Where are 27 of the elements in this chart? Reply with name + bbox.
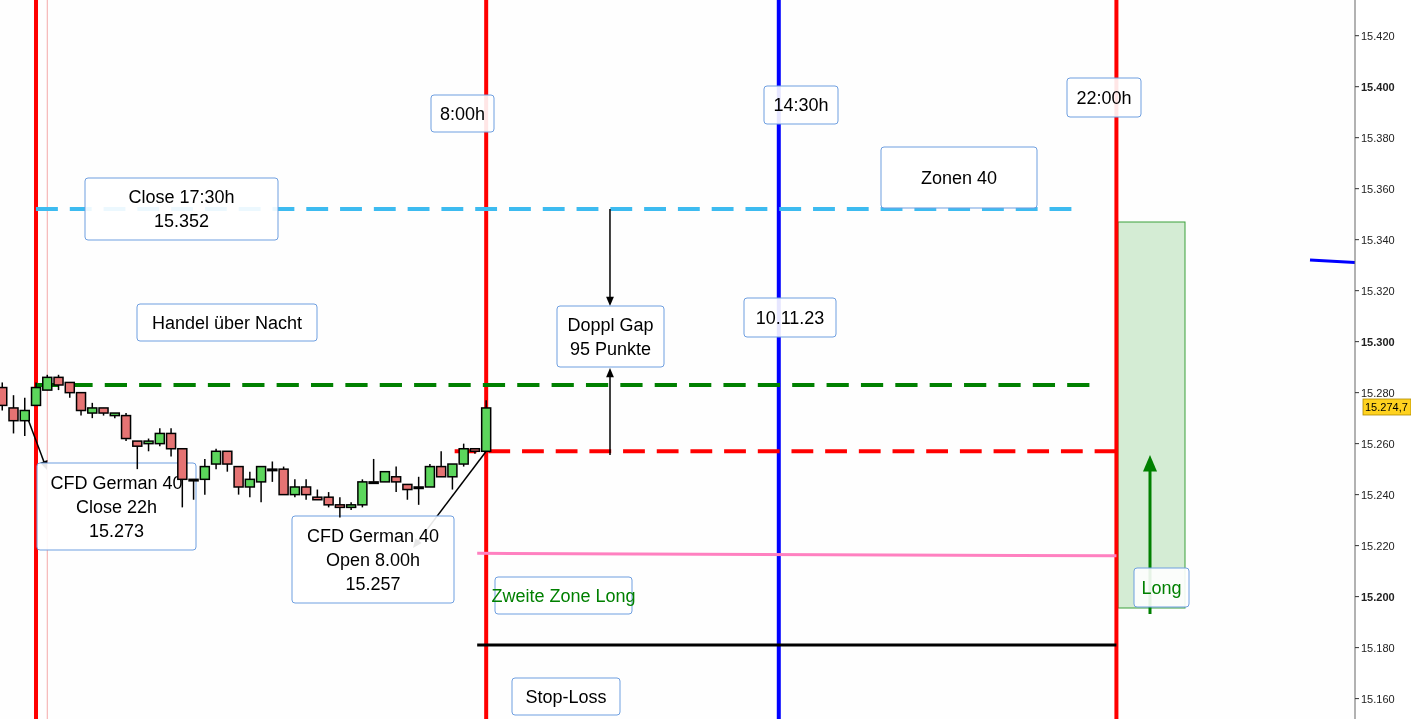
y-tick-label: 15.200 bbox=[1361, 590, 1395, 603]
annotation: Stop-Loss bbox=[525, 686, 607, 707]
y-tick-label: 15.360 bbox=[1361, 182, 1395, 195]
y-tick-label: 15.340 bbox=[1361, 233, 1395, 246]
y-tick-label: 15.380 bbox=[1361, 131, 1395, 144]
ref-line-label: 8:00h bbox=[439, 103, 486, 124]
annotation: Handel über Nacht bbox=[151, 312, 303, 333]
y-tick-label: 15.320 bbox=[1361, 284, 1395, 297]
text: 15.274,7 bbox=[1365, 401, 1408, 413]
annotation: 10.11.23 bbox=[755, 307, 825, 328]
annotation: Long bbox=[1141, 577, 1182, 598]
y-tick-label: 15.220 bbox=[1361, 539, 1395, 552]
annotation: CFD German 40 Open 8.00h 15.257 bbox=[306, 525, 440, 594]
ref-line-label: 22:00h bbox=[1076, 87, 1132, 108]
annotation: Close 17:30h 15.352 bbox=[128, 187, 235, 231]
y-tick-label: 15.180 bbox=[1361, 641, 1395, 654]
ref-line-label: 14:30h bbox=[773, 95, 829, 115]
y-tick-label: 15.280 bbox=[1361, 386, 1395, 399]
y-tick-label: 15.160 bbox=[1361, 692, 1395, 705]
y-tick-label: 15.300 bbox=[1361, 335, 1395, 348]
y-tick-label: 15.240 bbox=[1361, 488, 1395, 501]
y-tick-label: 15.420 bbox=[1361, 29, 1395, 42]
annotation: Zonen 40 bbox=[920, 167, 998, 188]
y-tick-label: 15.400 bbox=[1361, 80, 1395, 93]
y-tick-label: 15.260 bbox=[1361, 437, 1395, 450]
annotation: Doppl Gap 95 Punkte bbox=[567, 314, 654, 359]
annotation: Zweite Zone Long bbox=[491, 585, 636, 606]
